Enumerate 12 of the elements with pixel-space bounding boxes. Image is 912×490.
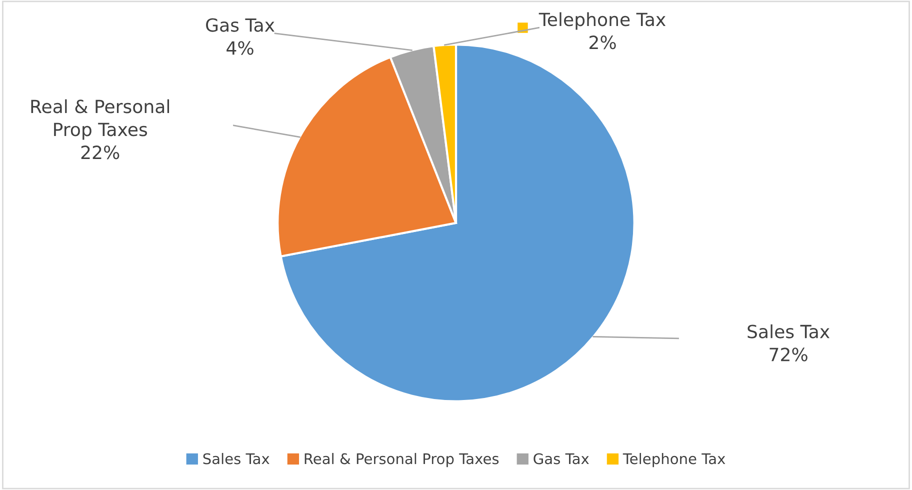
legend-label: Sales Tax <box>203 452 270 464</box>
legend-label: Telephone Tax <box>538 12 666 30</box>
slice-label: Gas Tax <box>206 18 274 32</box>
data-label: 22% <box>81 146 120 160</box>
data-label: 72% <box>770 348 808 362</box>
slice-label: Sales Tax <box>748 324 830 338</box>
data-label: 2% <box>590 36 616 50</box>
slice-label: Real & Personal Prop Taxes <box>31 99 170 140</box>
legend-label: Real & Personal Prop Taxes <box>304 452 499 468</box>
legend-label: Gas Tax <box>534 453 589 464</box>
category-label: Telephone Tax <box>622 452 726 468</box>
data-label: 4% <box>226 41 254 55</box>
